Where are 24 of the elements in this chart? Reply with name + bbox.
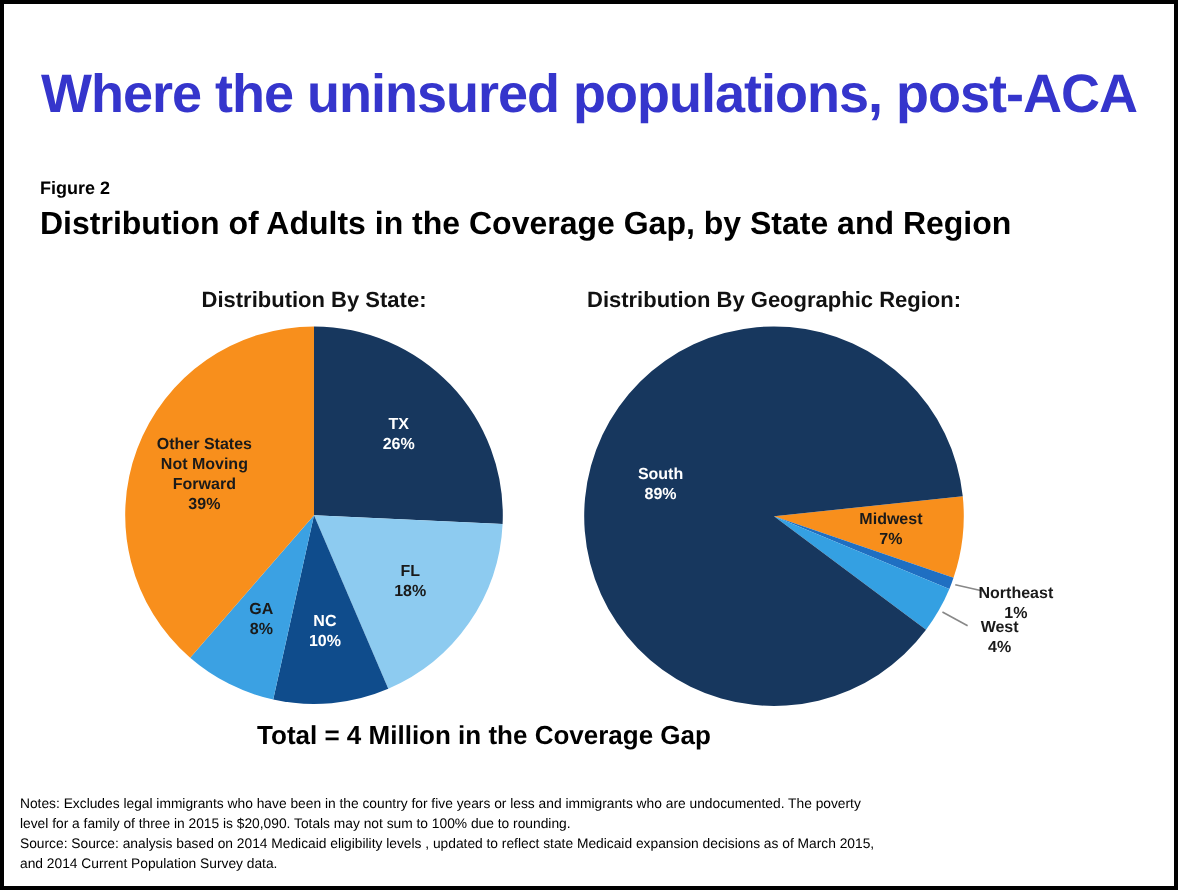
slice-label: Northeast [978, 583, 1054, 602]
data-label: 18% [394, 582, 427, 601]
data-label: 89% [644, 485, 677, 504]
chart-title: Distribution By State: [201, 289, 427, 314]
slice-label: NC [313, 612, 337, 631]
data-label: 8% [249, 620, 273, 639]
caption: Figure 2 [40, 178, 111, 198]
slice-label: Midwest [859, 509, 924, 528]
chart-title: Distribution By Geographic Region: [586, 289, 962, 314]
text: Where the uninsured populations, post-ACA [39, 64, 1139, 126]
data-label: 26% [382, 434, 415, 453]
slice-label: Other States Not Moving Forward [156, 434, 254, 493]
data-label: 39% [188, 494, 221, 513]
slice-label: South [637, 465, 684, 484]
slice-label: FL [400, 562, 421, 581]
text: Distribution of Adults in the Coverage Gap, by State and Region [40, 208, 1012, 244]
data-label: 1% [1004, 603, 1028, 622]
data-label: 10% [308, 632, 341, 651]
slice-label: GA [249, 600, 274, 619]
slice-label: TX [388, 414, 411, 433]
data-label: 7% [879, 529, 903, 548]
data-label: 4% [988, 638, 1012, 657]
text: Total = 4 Million in the Coverage Gap [255, 720, 713, 750]
slice-label: West [980, 618, 1020, 637]
